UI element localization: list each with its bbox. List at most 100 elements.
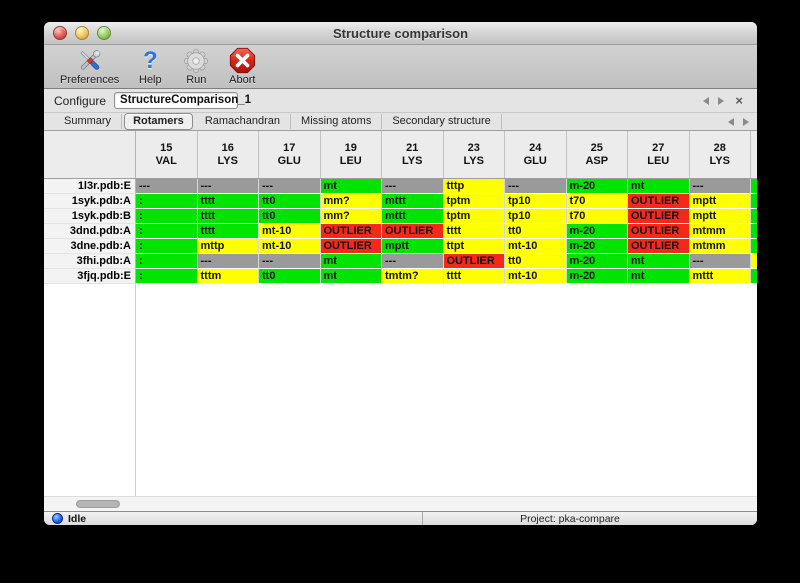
rotamer-cell[interactable]: tttt <box>443 269 505 284</box>
rotamer-cell[interactable]: ttpt <box>443 239 505 254</box>
rotamer-cell[interactable]: mt-10 <box>505 239 567 254</box>
rotamer-cell[interactable]: --- <box>259 254 321 269</box>
rotamer-cell[interactable]: --- <box>136 179 198 194</box>
minimize-window-button[interactable] <box>75 26 89 40</box>
rotamer-cell[interactable]: mt-10 <box>259 224 321 239</box>
rotamer-cell[interactable]: mt-10 <box>259 239 321 254</box>
rotamer-cell[interactable]: OUTLIER <box>320 239 382 254</box>
rotamer-cell[interactable]: mt-10 <box>505 269 567 284</box>
rotamer-cell[interactable]: --- <box>382 254 444 269</box>
preferences-button[interactable]: Preferences <box>54 45 125 86</box>
rotamer-cell[interactable]: OUTLIER <box>320 224 382 239</box>
rotamer-cell[interactable]: tt0 <box>259 269 321 284</box>
tab-ramachandran[interactable]: Ramachandran <box>195 114 292 129</box>
rotamer-cell[interactable]: --- <box>197 254 259 269</box>
run-button[interactable]: Run <box>175 45 217 86</box>
rotamer-cell[interactable]: mm? <box>320 209 382 224</box>
tab-rotamers[interactable]: Rotamers <box>124 113 193 130</box>
rotamer-cell[interactable]: mt <box>628 254 690 269</box>
rotamer-cell[interactable]: --- <box>689 254 751 269</box>
configure-name-input[interactable]: StructureComparison_1 <box>114 92 251 109</box>
rotamer-cell[interactable]: : <box>136 224 198 239</box>
rotamer-cell[interactable]: m-20 <box>566 254 628 269</box>
rotamer-cell[interactable]: --- <box>259 179 321 194</box>
rotamer-cell[interactable]: m-20 <box>566 269 628 284</box>
tab-missing-atoms[interactable]: Missing atoms <box>291 114 383 129</box>
rotamer-cell[interactable]: mt <box>628 269 690 284</box>
rotamer-cell[interactable]: : <box>136 209 198 224</box>
rotamer-cell[interactable]: tptm <box>443 194 505 209</box>
rotamer-cell[interactable]: OUTLIER <box>628 239 690 254</box>
rotamer-cell[interactable]: mt <box>320 269 382 284</box>
rotamer-cell[interactable]: mttt <box>689 269 751 284</box>
rotamer-cell[interactable]: --- <box>689 179 751 194</box>
rotamer-cell[interactable]: OUTLIER <box>382 224 444 239</box>
close-window-button[interactable] <box>53 26 67 40</box>
zoom-window-button[interactable] <box>97 26 111 40</box>
rotamer-cell-partial[interactable] <box>751 209 757 224</box>
horizontal-scrollbar-thumb[interactable] <box>76 500 120 508</box>
tab-secondary-structure[interactable]: Secondary structure <box>382 114 502 129</box>
rotamer-cell[interactable]: OUTLIER <box>628 209 690 224</box>
rotamer-cell[interactable]: : <box>136 239 198 254</box>
rotamer-cell-partial[interactable] <box>751 254 757 269</box>
help-button[interactable]: ? Help <box>129 45 171 86</box>
rotamer-cell[interactable]: mptt <box>689 194 751 209</box>
rotamer-cell[interactable]: tttm <box>197 269 259 284</box>
rotamer-cell[interactable]: tttt <box>443 224 505 239</box>
rotamer-cell[interactable]: tttp <box>443 179 505 194</box>
rotamer-cell[interactable]: mt <box>320 254 382 269</box>
rotamer-cell[interactable]: --- <box>197 179 259 194</box>
rotamer-cell[interactable]: tt0 <box>505 254 567 269</box>
rotamer-cell[interactable]: mtmm <box>689 224 751 239</box>
rotamer-cell[interactable]: mtmm <box>689 239 751 254</box>
rotamer-cell[interactable]: mptt <box>382 239 444 254</box>
rotamer-cell[interactable]: tttt <box>197 224 259 239</box>
rotamer-cell-partial[interactable] <box>751 179 757 194</box>
rotamer-cell[interactable]: mm? <box>320 194 382 209</box>
scroll-tabs-left-icon[interactable] <box>728 117 734 126</box>
rotamer-cell[interactable]: tp10 <box>505 209 567 224</box>
next-configure-icon[interactable] <box>718 96 725 105</box>
rotamer-cell-partial[interactable] <box>751 269 757 284</box>
rotamer-cell-partial[interactable] <box>751 239 757 254</box>
rotamer-cell[interactable]: mttt <box>382 194 444 209</box>
rotamer-cell[interactable]: tp10 <box>505 194 567 209</box>
rotamer-cell[interactable]: t70 <box>566 209 628 224</box>
rotamer-cell[interactable]: : <box>136 269 198 284</box>
rotamer-cell[interactable]: --- <box>505 179 567 194</box>
rotamer-cell[interactable]: tmtm? <box>382 269 444 284</box>
abort-button[interactable]: Abort <box>221 45 263 86</box>
scroll-tabs-right-icon[interactable] <box>743 117 749 126</box>
rotamer-cell[interactable]: : <box>136 194 198 209</box>
rotamer-cell[interactable]: OUTLIER <box>628 194 690 209</box>
rotamer-cell[interactable]: tttt <box>197 209 259 224</box>
tab-summary[interactable]: Summary <box>54 114 123 129</box>
horizontal-scrollbar[interactable] <box>44 496 757 511</box>
rotamer-cell[interactable]: m-20 <box>566 179 628 194</box>
column-header-25: 25 ASP <box>567 131 628 178</box>
rotamer-cell[interactable]: m-20 <box>566 224 628 239</box>
tab-items: Summary Rotamers Ramachandran Missing atoms… <box>54 113 502 130</box>
rotamer-cell-partial[interactable] <box>751 194 757 209</box>
rotamer-cell[interactable]: m-20 <box>566 239 628 254</box>
rotamer-cell[interactable]: mt <box>628 179 690 194</box>
prev-configure-icon[interactable] <box>703 96 710 105</box>
rotamer-cell[interactable]: --- <box>382 179 444 194</box>
rotamer-cell[interactable]: OUTLIER <box>443 254 505 269</box>
rotamer-cell[interactable]: OUTLIER <box>628 224 690 239</box>
rotamer-cell[interactable]: mt <box>320 179 382 194</box>
rotamer-cell[interactable]: tt0 <box>259 209 321 224</box>
rotamer-cell[interactable]: tt0 <box>505 224 567 239</box>
rotamer-cell[interactable]: tptm <box>443 209 505 224</box>
rotamer-cell[interactable]: tttt <box>197 194 259 209</box>
header-cells: 15 VAL 16 LYS 17 GLU 19 LEU 21 LYS 23 LYS 24 GLU 25 ASP… <box>136 131 751 178</box>
rotamer-cell[interactable]: : <box>136 254 198 269</box>
rotamer-cell[interactable]: tt0 <box>259 194 321 209</box>
rotamer-cell[interactable]: mptt <box>689 209 751 224</box>
rotamer-cell-partial[interactable] <box>751 224 757 239</box>
rotamer-cell[interactable]: t70 <box>566 194 628 209</box>
close-configure-icon[interactable]: × <box>735 92 743 108</box>
rotamer-cell[interactable]: mttp <box>197 239 259 254</box>
rotamer-cell[interactable]: mttt <box>382 209 444 224</box>
